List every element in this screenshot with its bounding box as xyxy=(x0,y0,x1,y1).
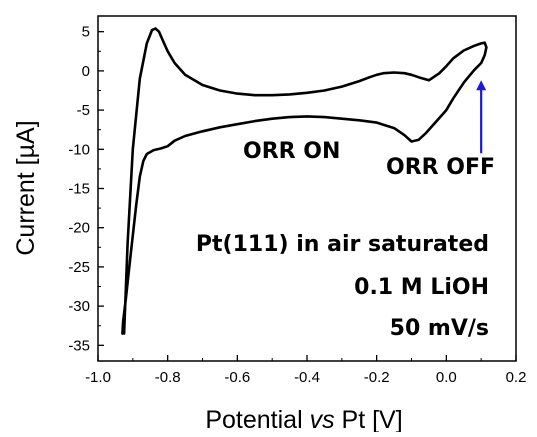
cv-curve-0 xyxy=(121,27,488,335)
y-tick-label: -20 xyxy=(68,220,90,237)
x-tick-label: -0.8 xyxy=(155,369,181,386)
y-axis-title: Current [µA] xyxy=(12,120,40,255)
x-tick-label: -0.4 xyxy=(294,369,320,386)
y-tick-label: 0 xyxy=(82,63,90,80)
x-tick-label: -0.2 xyxy=(364,369,390,386)
orr-off-arrow xyxy=(476,80,487,154)
orr-off-label: ORR OFF xyxy=(386,155,495,180)
x-tick-label: 0.0 xyxy=(436,369,457,386)
condition-label-electrode: Pt(111) in air saturated xyxy=(196,232,489,257)
y-tick-label: 5 xyxy=(82,24,90,41)
condition-label-electrolyte: 0.1 M LiOH xyxy=(354,275,489,300)
y-tick-label: -15 xyxy=(68,181,90,198)
x-axis-title: Potential vs Pt [V] xyxy=(205,406,402,432)
series-layer xyxy=(121,27,488,335)
y-tick-label: -10 xyxy=(68,141,90,158)
plot-frame xyxy=(97,15,517,362)
y-tick-label: -25 xyxy=(68,259,90,276)
x-tick-label: -0.6 xyxy=(224,369,250,386)
orr-on-label: ORR ON xyxy=(243,139,340,164)
x-tick-label: 0.2 xyxy=(506,369,527,386)
arrow-head xyxy=(476,80,487,91)
y-tick-label: -35 xyxy=(68,337,90,354)
y-tick-label: -30 xyxy=(68,298,90,315)
y-tick-label: -5 xyxy=(77,102,90,119)
x-tick-label: -1.0 xyxy=(85,369,111,386)
condition-label-scan-rate: 50 mV/s xyxy=(390,316,489,341)
ticks-layer: -1.0 -0.8 -0.6 -0.4 -0.2 0.0 0.2 5 0 -5 -10 -15 -20 -… xyxy=(68,24,526,386)
